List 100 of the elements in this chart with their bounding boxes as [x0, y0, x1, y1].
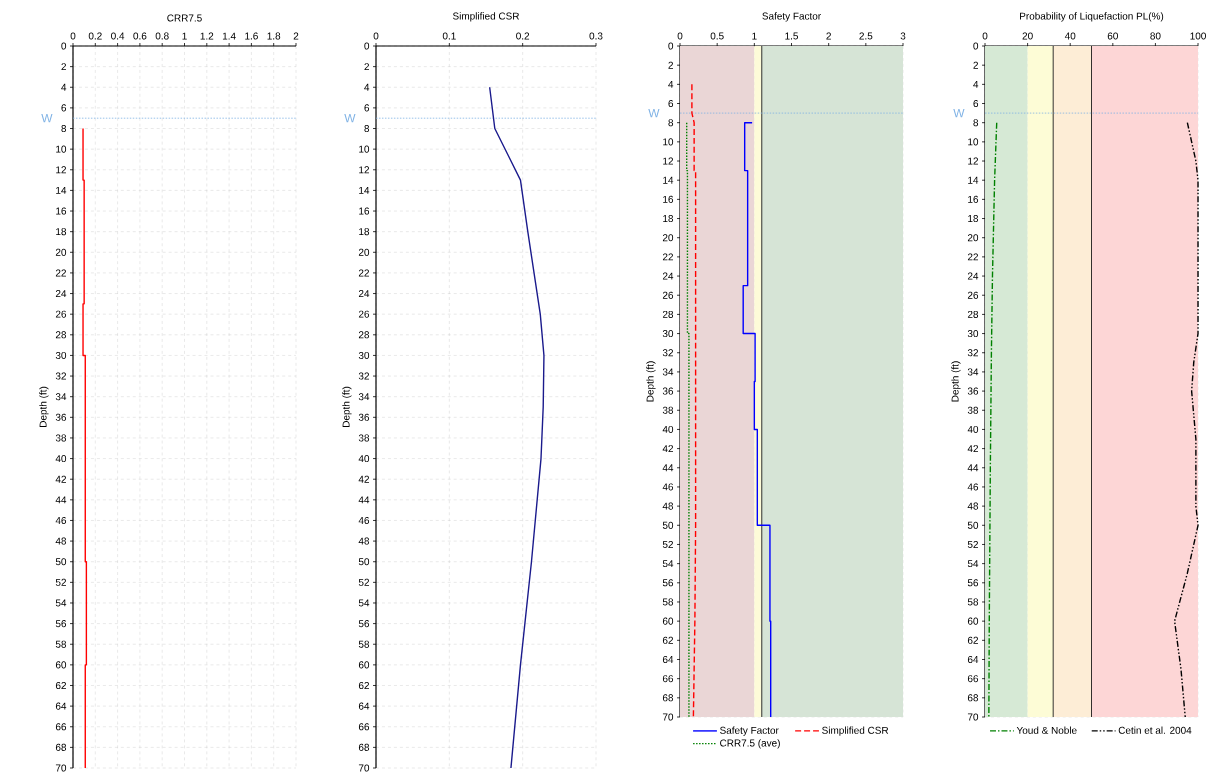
y-tick-label: 64 [967, 655, 979, 664]
y-tick-label: 4 [668, 80, 674, 88]
y-tick-label: 4 [364, 83, 370, 91]
y-tick-label: 62 [55, 681, 66, 690]
y-tick-label: 50 [967, 521, 979, 529]
y-tick-label: 42 [358, 475, 369, 483]
y-tick-label: 28 [967, 310, 979, 318]
y-tick-label: 40 [358, 455, 370, 463]
x-tick-label: 0.5 [710, 32, 724, 40]
y-tick-label: 38 [55, 434, 67, 442]
y-tick-label: 68 [662, 694, 674, 702]
y-tick-label: 0 [973, 42, 979, 50]
y-tick-label: 20 [967, 234, 979, 242]
y-tick-label: 62 [967, 636, 979, 644]
y-tick-label: 62 [358, 681, 369, 690]
x-tick-label: 0.2 [88, 32, 102, 40]
chart-title: CRR7.5 [167, 14, 202, 22]
y-tick-label: 18 [968, 215, 979, 223]
y-tick-label: 10 [359, 145, 370, 153]
y-tick-label: 40 [967, 425, 979, 433]
y-tick-label: 38 [662, 406, 674, 414]
x-tick-label: 0.1 [442, 32, 456, 40]
y-tick-label: 6 [668, 99, 674, 108]
y-tick-label: 14 [56, 186, 67, 194]
y-tick-label: 56 [358, 620, 370, 628]
y-tick-label: 56 [967, 579, 979, 587]
x-tick-label: 0 [70, 32, 76, 40]
y-tick-label: 40 [662, 425, 674, 433]
y-tick-label: 0 [668, 42, 674, 50]
y-tick-label: 54 [358, 599, 370, 607]
y-tick-label: 58 [55, 640, 67, 648]
line-series [488, 86, 545, 769]
x-tick-label: 1 [752, 32, 757, 40]
y-tick-label: 14 [968, 176, 979, 184]
y-tick-label: 34 [662, 368, 674, 376]
y-tick-label: 52 [55, 578, 66, 586]
y-tick-label: 2 [61, 63, 66, 71]
y-tick-label: 32 [967, 349, 979, 357]
y-tick-label: 38 [967, 406, 979, 414]
ref-line-label: W [344, 114, 356, 123]
y-tick-label: 48 [662, 502, 674, 510]
chart-title: Safety Factor [762, 12, 821, 22]
y-tick-label: 22 [55, 269, 66, 277]
y-tick-label: 48 [55, 537, 67, 545]
ref-line-label: W [953, 108, 965, 118]
y-tick-label: 8 [364, 124, 370, 133]
y-tick-label: 30 [358, 351, 370, 359]
y-tick-label: 50 [55, 558, 67, 566]
x-tick-label: 100 [1190, 32, 1206, 40]
y-tick-label: 8 [668, 119, 674, 127]
y-tick-label: 66 [662, 675, 674, 683]
y-tick-label: 26 [358, 310, 370, 318]
y-tick-label: 70 [662, 713, 674, 721]
y-tick-label: 46 [967, 483, 979, 491]
y-tick-label: 42 [662, 445, 673, 453]
y-tick-label: 66 [358, 723, 370, 731]
y-tick-label: 60 [358, 661, 370, 669]
y-tick-label: 54 [662, 560, 674, 568]
y-tick-label: 18 [359, 228, 370, 236]
y-tick-label: 66 [967, 675, 979, 683]
y-tick-label: 30 [662, 330, 674, 338]
x-tick-label: 0.3 [589, 32, 603, 40]
y-tick-label: 4 [973, 80, 979, 88]
legend-label: CRR7.5 (ave) [720, 739, 780, 749]
y-tick-label: 10 [56, 145, 67, 153]
y-tick-label: 6 [61, 104, 67, 112]
x-tick-label: 0.2 [516, 32, 530, 40]
x-tick-label: 1 [182, 32, 187, 40]
x-tick-label: 0 [677, 32, 683, 40]
y-tick-label: 46 [358, 516, 370, 524]
ref-line-label: W [648, 108, 660, 118]
y-tick-label: 56 [662, 579, 674, 587]
y-tick-label: 8 [61, 124, 67, 133]
y-tick-label: 20 [662, 234, 674, 242]
y-tick-label: 36 [662, 387, 674, 395]
y-axis-title: Depth (ft) [951, 361, 961, 402]
y-tick-label: 20 [358, 248, 370, 256]
y-tick-label: 54 [55, 599, 67, 607]
y-tick-label: 34 [55, 393, 67, 401]
y-tick-label: 28 [55, 331, 67, 339]
y-tick-label: 68 [358, 743, 370, 751]
y-tick-label: 36 [358, 413, 370, 421]
y-tick-label: 16 [663, 195, 674, 203]
y-tick-label: 52 [967, 540, 979, 548]
y-tick-label: 34 [358, 393, 370, 401]
line-series [691, 83, 697, 718]
y-tick-label: 12 [359, 166, 369, 174]
y-tick-label: 48 [358, 537, 370, 545]
y-tick-label: 36 [967, 387, 979, 395]
y-tick-label: 0 [364, 42, 370, 50]
y-tick-label: 70 [967, 713, 979, 721]
x-tick-label: 20 [1022, 32, 1033, 40]
y-tick-label: 60 [967, 617, 979, 625]
legend-label: Simplified CSR [822, 726, 889, 736]
y-tick-label: 22 [358, 269, 369, 277]
y-tick-label: 4 [61, 83, 67, 91]
legend-label: Safety Factor [720, 726, 779, 736]
y-tick-label: 24 [967, 272, 979, 280]
y-tick-label: 32 [662, 349, 673, 357]
legend-label: Cetin et al. 2004 [1118, 726, 1192, 734]
